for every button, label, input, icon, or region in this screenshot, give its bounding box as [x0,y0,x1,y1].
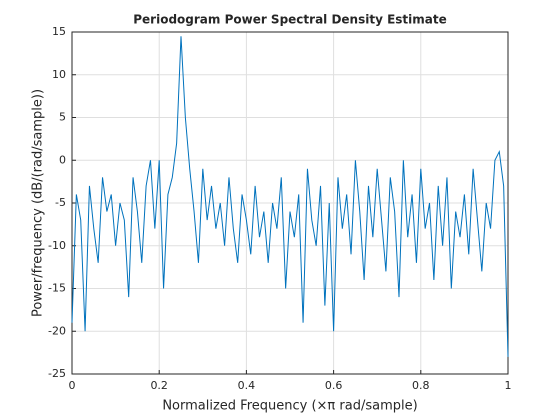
y-tick-label: 0 [59,153,66,166]
plot-frame [71,31,509,375]
y-tick-label: -20 [48,324,66,337]
y-tick-label: 10 [52,68,66,81]
x-tick-label: 0.2 [150,379,168,392]
x-tick-label: 0.6 [325,379,343,392]
y-tick-label: -10 [48,239,66,252]
chart-title: Periodogram Power Spectral Density Estim… [133,13,447,27]
x-axis-label: Normalized Frequency (×π rad/sample) [162,399,417,414]
x-tick-label: 0.8 [412,379,430,392]
y-tick-label: -15 [48,282,66,295]
y-tick-label: 5 [59,111,66,124]
y-axis-label: Power/frequency (dB/(rad/sample)) [31,89,46,317]
y-tick-label: 15 [52,25,66,38]
x-tick-label: 0 [69,379,76,392]
x-tick-label: 0.4 [238,379,256,392]
data-line [71,36,509,357]
y-tick-label: -5 [55,196,66,209]
x-tick-label: 1 [505,379,512,392]
y-tick-label: -25 [48,367,66,380]
